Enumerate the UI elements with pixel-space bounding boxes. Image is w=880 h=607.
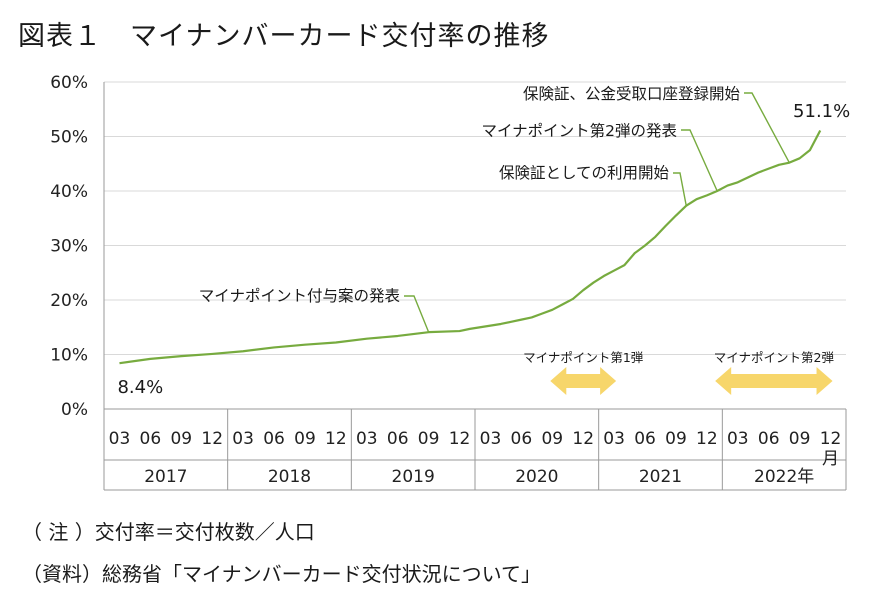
- line-chart: 0% 10% 20% 30% 40% 50% 60% 03 06 09 12 2017 03 06 09 1…: [50, 73, 850, 491]
- footnote-definition: （ 注 ）交付率＝交付枚数／人口: [22, 520, 315, 544]
- data-label-first: 8.4%: [117, 377, 163, 398]
- annotation-label: 保険証としての利用開始: [499, 164, 670, 182]
- x-month-label: 03: [109, 429, 131, 449]
- x-year-label: 2019: [392, 467, 435, 487]
- x-month-label: 03: [232, 429, 254, 449]
- y-tick-label: 50%: [50, 128, 88, 148]
- y-tick-label: 10%: [50, 346, 88, 366]
- x-month-label: 12: [696, 429, 718, 449]
- x-month-label: 06: [263, 429, 285, 449]
- y-tick-label: 60%: [50, 73, 88, 93]
- x-year-label: 2022年: [754, 467, 814, 487]
- x-month-label: 12: [201, 429, 223, 449]
- x-month-label: 06: [758, 429, 780, 449]
- x-year-label: 2021: [639, 467, 682, 487]
- x-year-label: 2017: [144, 467, 187, 487]
- x-month-label: 12: [572, 429, 594, 449]
- x-month-label: 03: [356, 429, 378, 449]
- campaign-arrow: [550, 367, 617, 395]
- annotation-label: 保険証、公金受取口座登録開始: [523, 85, 741, 103]
- data-labels: 8.4% 51.1%: [117, 101, 850, 398]
- campaign-arrow: [715, 367, 833, 395]
- annotation-label: マイナポイント付与案の発表: [199, 287, 400, 305]
- annotation-leader: [681, 129, 718, 192]
- footnote-source: （資料）総務省「マイナンバーカード交付状況について」: [22, 562, 541, 586]
- x-month-label: 03: [603, 429, 625, 449]
- grid-lines: [104, 81, 846, 355]
- annotation-leader: [673, 172, 687, 206]
- x-year-label: 2020: [515, 467, 558, 487]
- y-tick-labels: 0% 10% 20% 30% 40% 50% 60%: [50, 73, 88, 420]
- x-month-label: 09: [170, 429, 192, 449]
- x-tick-labels: 03 06 09 12 2017 03 06 09 12 2018 03 06 09 12 2019 03 06…: [109, 429, 842, 487]
- axes: [103, 82, 847, 491]
- y-tick-label: 0%: [61, 400, 88, 420]
- x-month-label: 03: [727, 429, 749, 449]
- series-line: [119, 129, 822, 365]
- annotation-leader: [744, 92, 790, 163]
- x-month-label: 06: [387, 429, 409, 449]
- x-month-suffix: 月: [822, 449, 839, 469]
- series-line: [119, 129, 822, 365]
- x-month-label: 09: [418, 429, 440, 449]
- y-tick-label: 40%: [50, 182, 88, 202]
- x-month-label: 03: [480, 429, 502, 449]
- x-month-label: 09: [541, 429, 563, 449]
- annotations: マイナポイント付与案の発表 保険証としての利用開始 マイナポイント第2弾の発表 保険証…: [199, 85, 790, 333]
- annotation-leader: [404, 295, 430, 333]
- y-tick-label: 30%: [50, 237, 88, 257]
- campaign-arrows: マイナポイント第1弾 マイナポイント第2弾: [523, 350, 834, 395]
- x-month-label: 09: [665, 429, 687, 449]
- x-month-label: 12: [820, 429, 842, 449]
- x-year-label: 2018: [268, 467, 311, 487]
- campaign-label: マイナポイント第1弾: [523, 350, 643, 365]
- y-tick-label: 20%: [50, 291, 88, 311]
- x-month-label: 06: [634, 429, 656, 449]
- x-month-label: 06: [511, 429, 533, 449]
- data-label-last: 51.1%: [793, 101, 850, 122]
- x-month-label: 12: [325, 429, 347, 449]
- x-month-label: 12: [449, 429, 471, 449]
- chart-title: 図表１ マイナンバーカード交付率の推移: [18, 21, 550, 52]
- campaign-label: マイナポイント第2弾: [714, 350, 834, 365]
- x-month-label: 06: [140, 429, 162, 449]
- x-month-label: 09: [789, 429, 811, 449]
- x-month-label: 09: [294, 429, 316, 449]
- annotation-label: マイナポイント第2弾の発表: [481, 122, 677, 140]
